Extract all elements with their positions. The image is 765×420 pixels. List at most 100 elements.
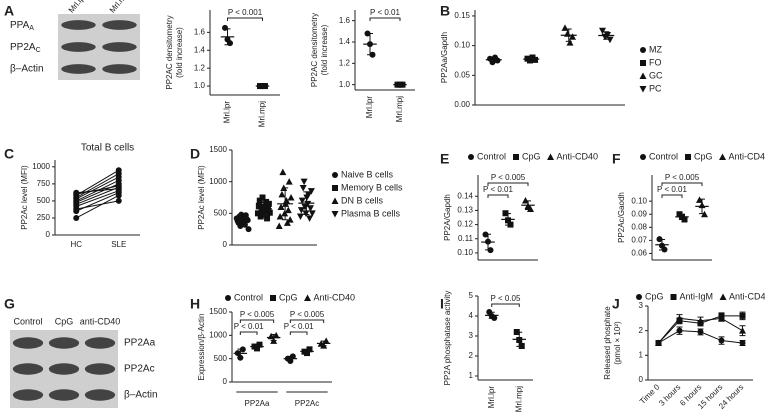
data-point	[299, 185, 307, 192]
data-point	[697, 317, 704, 324]
row-label: PP2AC	[10, 42, 41, 55]
p-value-label: P < 0.005	[290, 310, 325, 319]
data-point	[264, 205, 271, 212]
data-point	[244, 217, 251, 224]
y-tick-label: 0.10	[631, 196, 647, 205]
comparison-bracket	[289, 319, 325, 323]
y-tick-label: 1500	[209, 307, 227, 316]
data-point	[278, 190, 286, 198]
y-axis-label: PP2Ac level (MFI)	[20, 165, 29, 230]
legend-marker	[640, 154, 646, 160]
data-point	[487, 247, 494, 254]
data-point	[698, 201, 706, 209]
legend-marker	[331, 211, 339, 218]
y-tick-label: 0	[223, 377, 228, 386]
p-value-label: P < 0.01	[657, 185, 687, 194]
data-point	[234, 350, 241, 357]
data-point	[306, 346, 313, 353]
y-tick-label: 1.2	[339, 58, 351, 67]
y-tick-label: 0.10	[454, 41, 470, 50]
y-tick-label: 2	[639, 326, 644, 335]
legend-label: DN B cells	[341, 195, 384, 205]
data-point	[255, 202, 262, 209]
data-point	[287, 194, 295, 201]
x-tick-label: Mrl.lpr	[365, 96, 374, 119]
blot-band	[84, 389, 116, 401]
y-tick-label: 1	[639, 350, 644, 359]
data-point	[241, 221, 248, 228]
comparison-bracket	[661, 194, 683, 198]
legend-marker	[719, 293, 727, 300]
data-point	[513, 329, 520, 335]
p-value-label: P < 0.01	[284, 322, 314, 331]
data-point	[222, 24, 228, 31]
data-point	[264, 215, 271, 222]
legend-marker	[639, 72, 647, 79]
y-tick-label: 2	[469, 351, 474, 360]
x-tick-label: HC	[70, 240, 82, 249]
legend-marker	[640, 47, 646, 53]
data-point	[262, 83, 268, 90]
pair-line	[76, 188, 119, 194]
pair-line	[76, 185, 119, 195]
x-tick-label: PP2Ac	[295, 399, 319, 408]
comparison-bracket	[239, 331, 258, 335]
blot-band	[12, 389, 44, 401]
panel-letter: G	[4, 296, 15, 312]
data-point	[604, 31, 611, 39]
blot-band	[48, 389, 80, 401]
data-point	[304, 200, 312, 208]
data-point	[275, 222, 283, 229]
pair-line	[76, 186, 119, 205]
y-tick-label: 0.15	[454, 11, 470, 20]
legend-marker	[304, 294, 312, 301]
p-value-label: P < 0.01	[234, 322, 264, 331]
data-point	[259, 194, 266, 201]
data-point	[697, 328, 704, 335]
y-axis-label: PP2AC densitometry	[165, 15, 174, 89]
legend-label: Control	[649, 151, 678, 161]
legend-marker	[670, 294, 677, 300]
panel-letter: E	[440, 151, 449, 167]
data-point	[256, 197, 263, 204]
y-tick-label: 0.05	[454, 70, 470, 79]
blot-band	[48, 363, 80, 375]
data-point	[285, 178, 293, 185]
legend-marker	[685, 154, 692, 160]
data-point	[502, 210, 509, 217]
data-point	[267, 332, 275, 340]
data-point	[491, 315, 498, 321]
data-point	[280, 184, 288, 191]
legend-marker	[547, 153, 555, 160]
data-point	[399, 81, 406, 88]
data-point	[532, 56, 538, 63]
legend-label: Control	[234, 292, 263, 302]
data-point	[296, 213, 304, 220]
legend-label: FO	[649, 57, 662, 67]
data-point	[302, 210, 310, 217]
x-tick-label: Mrl.lpr	[223, 101, 232, 124]
y-axis-label: PP2AC densitometry	[310, 13, 319, 87]
legend-marker	[639, 86, 647, 93]
legend-marker	[636, 294, 642, 300]
pair-line	[76, 195, 119, 219]
y-tick-label: 1.0	[339, 80, 351, 89]
data-point	[527, 205, 534, 212]
legend-marker	[513, 154, 520, 160]
row-label: PP2Ac	[124, 364, 155, 375]
y-axis-label: (fold increase)	[175, 27, 184, 78]
y-tick-label: 5	[469, 291, 474, 300]
row-label-main: PP2A	[10, 42, 36, 53]
y-axis-label: (fold increase)	[320, 24, 329, 75]
column-label: Control	[13, 316, 42, 326]
p-value-label: P < 0.05	[491, 294, 521, 303]
y-tick-label: 750	[37, 179, 51, 188]
data-point	[320, 342, 328, 349]
blot-band	[61, 20, 96, 30]
pair-line	[76, 173, 119, 198]
y-axis-label: PP2A phosphatase activity	[443, 291, 452, 386]
panel-letter: C	[4, 146, 14, 162]
comparison-bracket	[227, 17, 263, 21]
p-value-label: P < 0.001	[228, 8, 263, 17]
x-tick-label: 3 hours	[657, 383, 682, 408]
